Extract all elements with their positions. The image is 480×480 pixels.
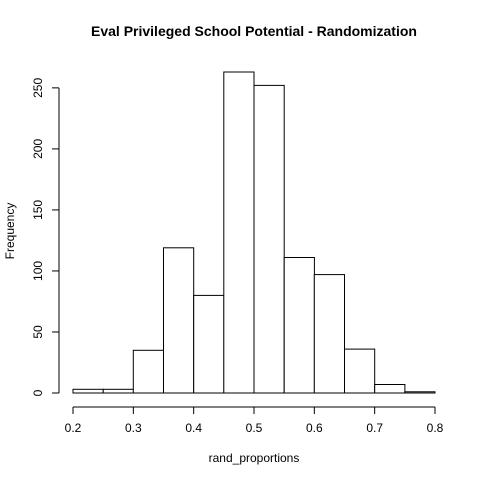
histogram-bar [163,247,195,394]
y-tick-label: 100 [31,261,45,281]
y-tick-label: 200 [31,139,45,159]
x-axis: 0.2 0.3 0.4 0.5 0.6 0.7 0.8 [65,406,444,435]
histogram-bar [313,274,345,394]
y-tick-label: 150 [31,200,45,220]
x-tick-label: 0.7 [366,421,383,435]
x-tick-label: 0.2 [65,421,82,435]
histogram-bar [223,71,255,394]
x-tick-label: 0.8 [427,421,444,435]
histogram-bar [404,391,436,394]
histogram-bar [193,294,225,394]
histogram-bar [344,348,376,394]
histogram-bar [283,257,315,394]
x-tick-label: 0.6 [306,421,323,435]
y-tick-label: 0 [31,389,45,396]
y-axis-label: Frequency [3,203,17,260]
y-tick-label: 50 [31,325,45,339]
x-tick-label: 0.4 [185,421,202,435]
y-tick-label: 250 [31,78,45,98]
x-tick-label: 0.5 [246,421,263,435]
x-tick-label: 0.3 [125,421,142,435]
bars-group [72,71,436,394]
histogram-bar [102,388,134,394]
histogram-bar [374,384,406,394]
histogram-bar [253,84,285,394]
chart-title: Eval Privileged School Potential - Rando… [91,23,417,39]
y-axis: 0 50 100 150 200 250 [31,78,60,396]
x-axis-label: rand_proportions [209,451,300,465]
histogram-bar [132,349,165,394]
histogram-bar [72,388,104,394]
